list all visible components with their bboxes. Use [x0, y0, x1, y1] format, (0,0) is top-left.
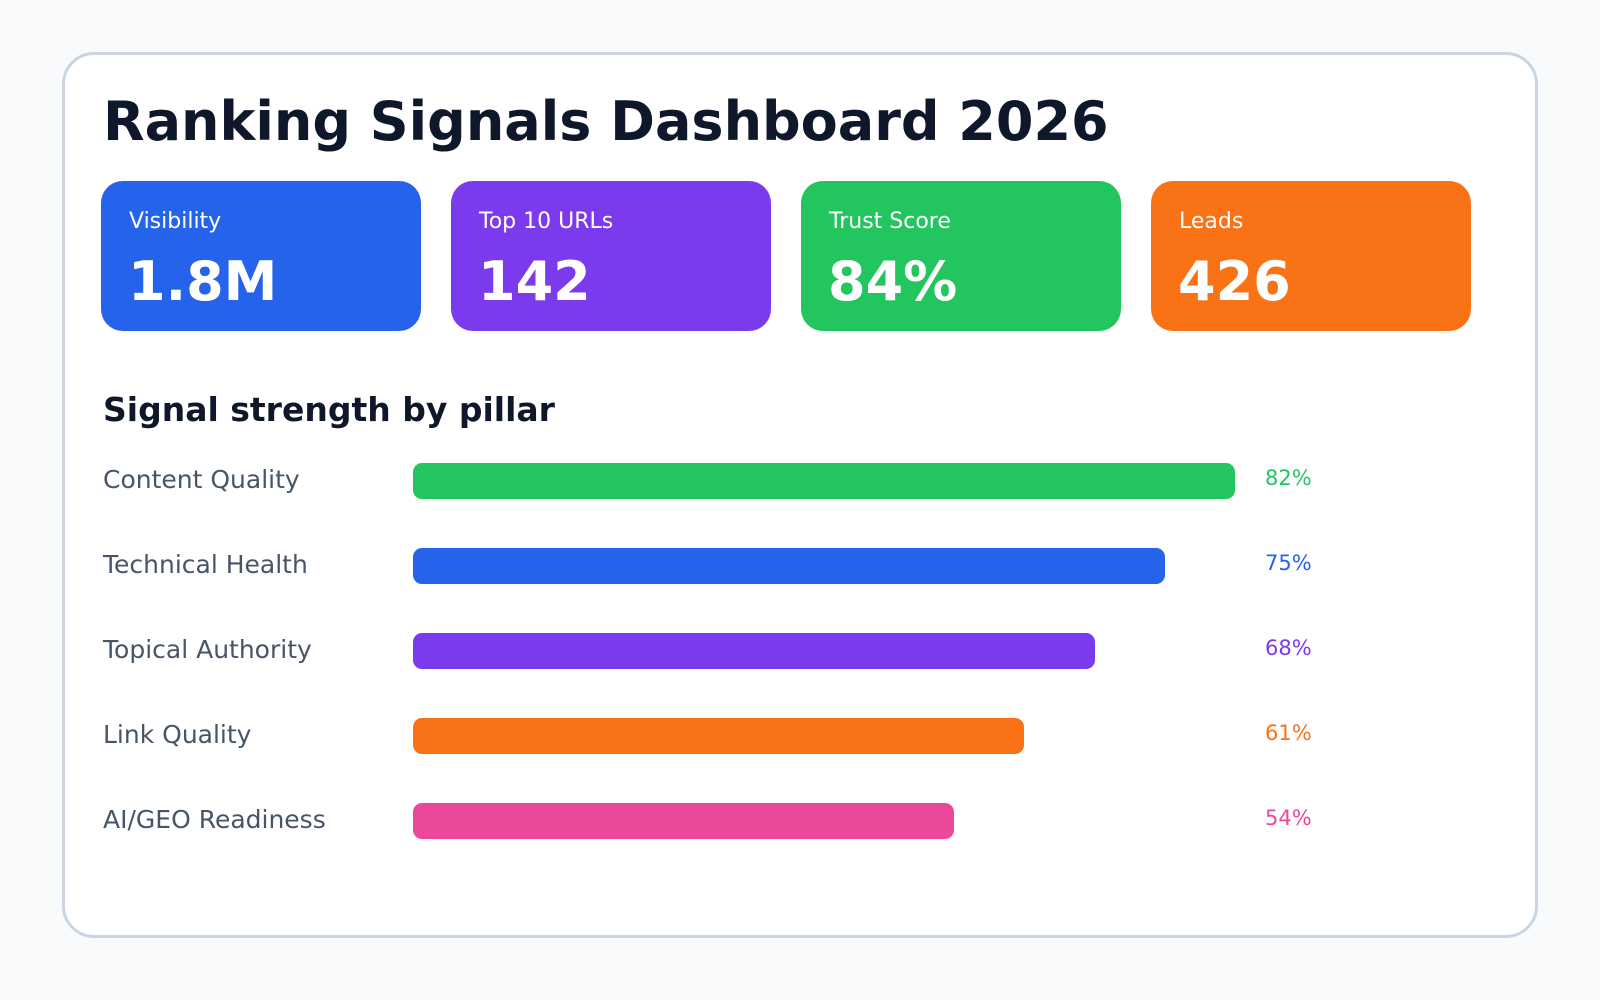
kpi-label: Leads	[1179, 209, 1244, 234]
bar-row-topical-authority: Topical Authority 68%	[65, 633, 1535, 673]
bar-value-label: 61%	[1265, 721, 1312, 745]
kpi-card-leads: Leads 426	[1151, 181, 1471, 331]
kpi-card-visibility: Visibility 1.8M	[101, 181, 421, 331]
chart-title: Signal strength by pillar	[103, 390, 555, 429]
bar-topical-authority	[413, 633, 1095, 669]
kpi-value: 84%	[828, 250, 958, 313]
kpi-value: 142	[478, 250, 591, 313]
page-title: Ranking Signals Dashboard 2026	[103, 90, 1109, 153]
bar-category-label: AI/GEO Readiness	[103, 805, 326, 834]
bar-value-label: 68%	[1265, 636, 1312, 660]
bar-category-label: Link Quality	[103, 720, 252, 749]
kpi-value: 1.8M	[128, 250, 278, 313]
bar-value-label: 75%	[1265, 551, 1312, 575]
kpi-card-top-10-urls: Top 10 URLs 142	[451, 181, 771, 331]
kpi-label: Trust Score	[829, 209, 951, 234]
kpi-label: Visibility	[129, 209, 222, 234]
bar-row-content-quality: Content Quality 82%	[65, 463, 1535, 503]
kpi-label: Top 10 URLs	[479, 209, 614, 234]
bar-row-ai-geo-readiness: AI/GEO Readiness 54%	[65, 803, 1535, 843]
bar-link-quality	[413, 718, 1025, 754]
bar-value-label: 82%	[1265, 466, 1312, 490]
bar-content-quality	[413, 463, 1235, 499]
bar-category-label: Technical Health	[103, 550, 308, 579]
bar-row-link-quality: Link Quality 61%	[65, 718, 1535, 758]
bar-category-label: Topical Authority	[103, 635, 312, 664]
bar-row-technical-health: Technical Health 75%	[65, 548, 1535, 588]
kpi-value: 426	[1178, 250, 1291, 313]
bar-ai-geo-readiness	[413, 803, 955, 839]
bar-category-label: Content Quality	[103, 465, 300, 494]
bar-value-label: 54%	[1265, 806, 1312, 830]
kpi-card-trust-score: Trust Score 84%	[801, 181, 1121, 331]
dashboard-card: Ranking Signals Dashboard 2026 Visibilit…	[62, 52, 1538, 938]
bar-technical-health	[413, 548, 1165, 584]
